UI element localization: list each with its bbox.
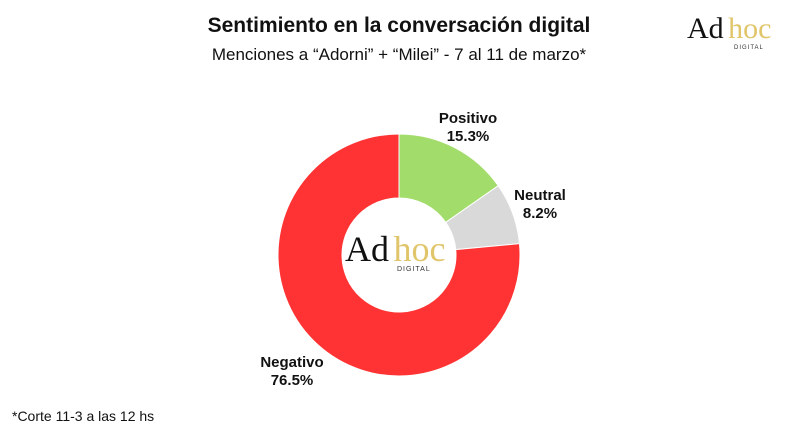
adhoc-logo: Ad hoc DIGITAL: [687, 12, 772, 51]
slice-value-neutral: 8.2%: [523, 205, 557, 222]
slice-label-neutral: Neutral: [514, 187, 566, 204]
logo-digital-text: DIGITAL: [397, 266, 431, 273]
slice-label-positivo: Positivo: [439, 110, 497, 127]
chart-subtitle: Menciones a “Adorni” + “Milei” - 7 al 11…: [211, 45, 587, 64]
logo-hoc-text: hoc: [393, 229, 446, 269]
slice-negativo: [277, 133, 521, 377]
logo-ad-text: Ad: [687, 12, 724, 45]
chart-title: Sentimiento en la conversación digital: [207, 14, 591, 37]
logo-digital-text: DIGITAL: [734, 45, 764, 51]
footnote: *Corte 11-3 a las 12 hs: [12, 408, 155, 424]
logo-ad-text: Ad: [345, 229, 389, 269]
slice-label-negativo: Negativo: [260, 354, 323, 371]
slice-value-negativo: 76.5%: [271, 372, 314, 389]
logo-hoc-text: hoc: [728, 12, 772, 45]
adhoc-logo-center: Ad hoc DIGITAL: [345, 228, 446, 273]
slice-value-positivo: 15.3%: [447, 128, 490, 145]
